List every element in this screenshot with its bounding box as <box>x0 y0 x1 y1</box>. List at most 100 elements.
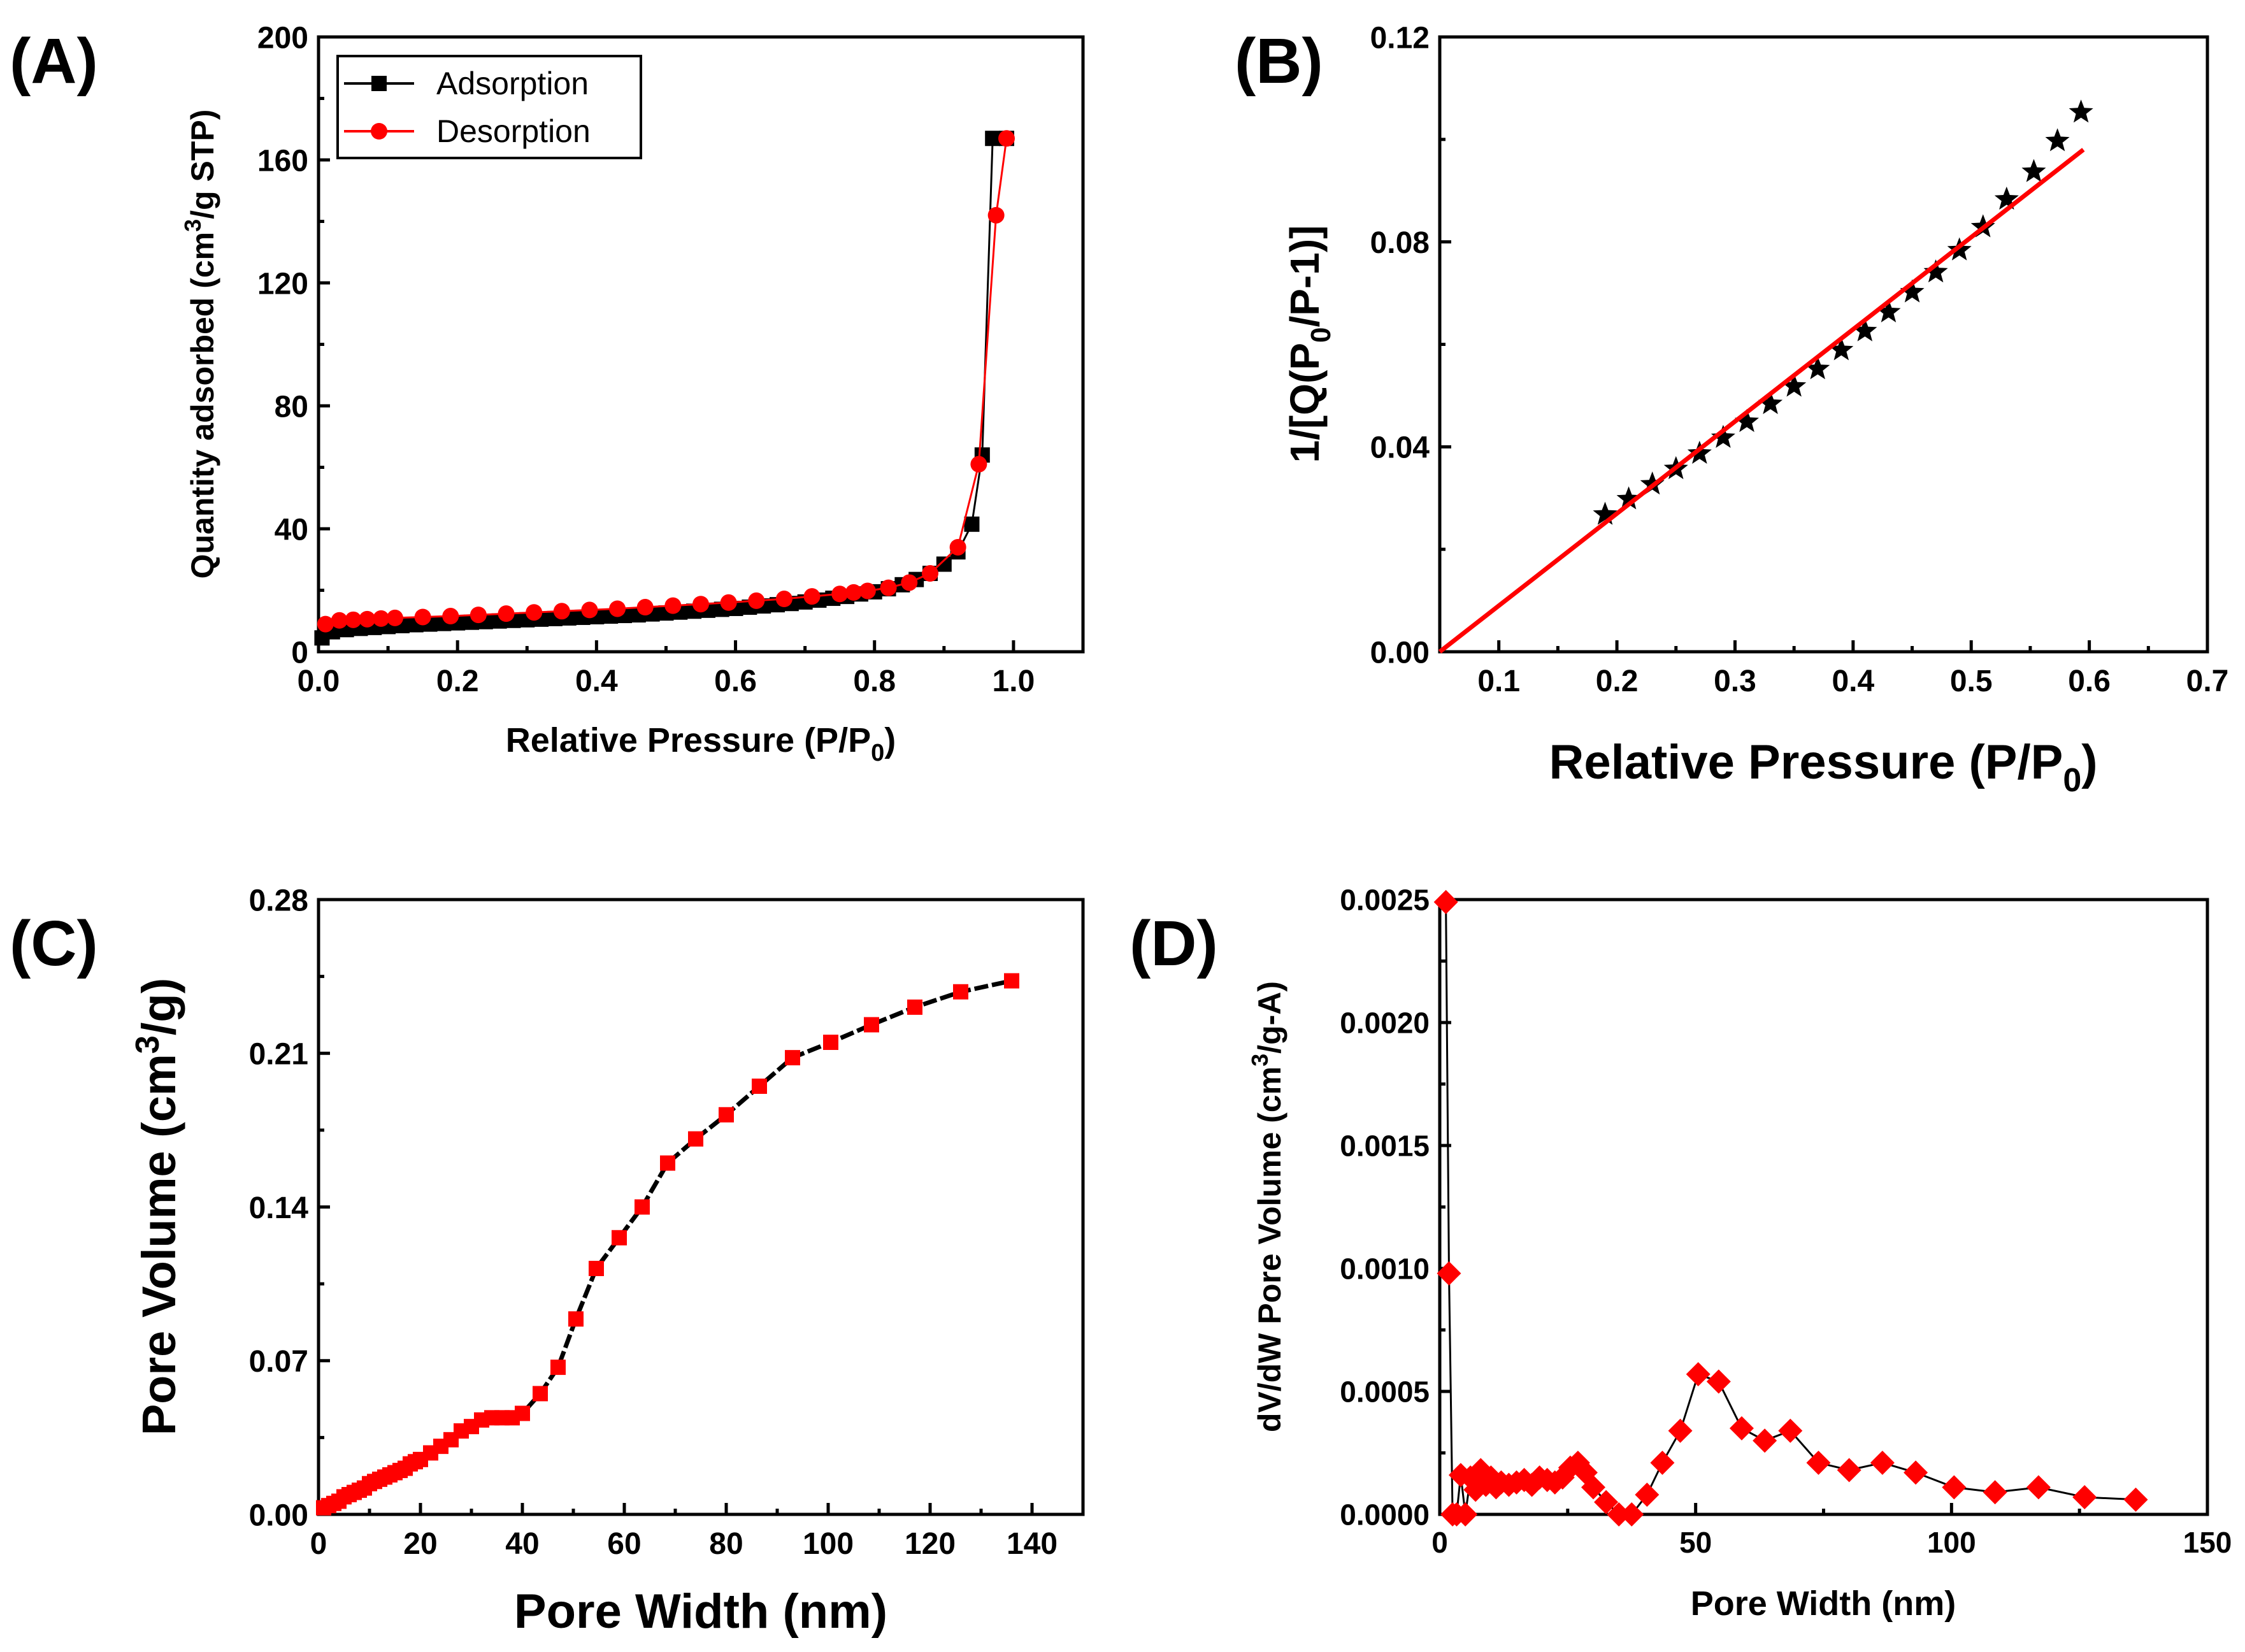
panel-b-series-0-point <box>1829 337 1854 361</box>
panel-b-series-0-point <box>1640 471 1665 495</box>
panel-c-series-0-point <box>719 1107 734 1123</box>
panel-b-series-0-point <box>1994 186 2019 210</box>
panel-b-x-tick-label: 0.2 <box>1596 664 1639 698</box>
panel-d-y-tick-label: 0.0025 <box>1340 884 1430 917</box>
panel-c-x-tick-label: 120 <box>905 1527 956 1561</box>
panel-d-plot-frame <box>1438 898 2209 1516</box>
panel-c-series-0-point <box>1004 973 1019 989</box>
panel-d-series-0-point <box>2123 1487 2148 1512</box>
panel-b-series-0-point <box>1876 299 1901 322</box>
panel-d-series-0-point <box>1870 1450 1895 1475</box>
legend-adsorption-marker <box>371 76 387 91</box>
panel-b-series-0-point <box>2021 159 2046 182</box>
panel-d-series-0-point <box>1806 1450 1831 1475</box>
panel-b-x-tick-label: 0.3 <box>1714 664 1756 698</box>
panel-c-series-0-point <box>907 999 922 1015</box>
panel-b-x-tick-label: 0.4 <box>1832 664 1874 698</box>
panel-a-series-1-point <box>387 609 403 626</box>
panel-c-x-tick-label: 60 <box>607 1527 641 1561</box>
panel-a-series-1-point <box>414 608 431 626</box>
panel-a-x-tick-label: 0.4 <box>575 664 618 698</box>
panel-d-series-0-point <box>2026 1475 2051 1500</box>
panel-c-x-axis-label: Pore Width (nm) <box>514 1584 887 1639</box>
panel-d-x-tick-label: 0 <box>1431 1526 1448 1559</box>
panel-a-series-0-point <box>964 516 980 532</box>
panel-a-series-1-point <box>748 592 765 609</box>
panel-d-series-0-point <box>1686 1361 1711 1386</box>
panel-c-x-tick-label: 20 <box>403 1527 437 1561</box>
panel-a-series-1-point <box>998 130 1015 147</box>
panel-d-x-tick-label: 100 <box>1927 1526 1976 1559</box>
panel-a-letter: (A) <box>10 25 98 97</box>
panel-a-series-1-point <box>859 582 876 600</box>
panel-c-series-0-point <box>550 1360 566 1375</box>
panel-b-x-axis-label: Relative Pressure (P/P0) <box>1549 735 2097 799</box>
panel-d-series-0-point <box>1437 1261 1461 1286</box>
panel-c-series-0-line <box>322 979 1012 1510</box>
panel-a-series-1-point <box>845 584 862 601</box>
panel-b-x-tick-label: 0.7 <box>2186 664 2229 698</box>
panel-b-letter: (B) <box>1235 25 1323 97</box>
panel-a-series-1-point <box>442 608 459 625</box>
panel-a-series-1-point <box>526 604 543 621</box>
panel-d-series-0-point <box>1753 1428 1777 1453</box>
panel-c-x-tick-label: 80 <box>709 1527 743 1561</box>
panel-d-letter: (D) <box>1130 908 1218 979</box>
panel-c-y-tick-label: 0.07 <box>249 1345 308 1379</box>
panel-b-series-0-point <box>1853 318 1877 341</box>
panel-a-x-tick-label: 0.2 <box>436 664 479 698</box>
panel-c-x-tick-label: 140 <box>1007 1527 1058 1561</box>
panel-a-series-1-point <box>803 588 821 605</box>
panel-a-y-axis-label: Quantity adsorbed (cm3/g STP) <box>180 110 220 579</box>
panel-a-legend: Adsorption Desorption <box>336 55 642 159</box>
panel-d-series-0-point <box>1904 1460 1928 1485</box>
panel-d-series-0-point <box>1778 1418 1803 1443</box>
panel-c-x-tick-label: 0 <box>310 1527 327 1561</box>
panel-b-y-tick-label: 0.08 <box>1370 226 1430 260</box>
panel-a-series-1-point <box>345 611 362 628</box>
panel-a-series-1-point <box>901 574 918 591</box>
panel-c-series-0-point <box>752 1078 767 1094</box>
panel-d-series-0-point <box>1706 1369 1731 1394</box>
panel-a-x-tick-label: 1.0 <box>993 664 1035 698</box>
panel-c-y-tick-label: 0.21 <box>249 1038 308 1072</box>
panel-c-series-0-point <box>533 1386 548 1402</box>
panel-d-series-0-point <box>1433 889 1458 914</box>
panel-b-series-0-point <box>1900 279 1925 303</box>
panel-c-letter: (C) <box>10 908 98 979</box>
panel-b-y-axis-label: 1/[Q(P0/P-1)] <box>1282 226 1337 463</box>
panel-a-x-tick-label: 0.8 <box>853 664 896 698</box>
panel-b-series-0-point <box>1687 440 1712 464</box>
panel-c-series-0-point <box>515 1405 530 1421</box>
panel-d-series-0-point <box>2072 1484 2097 1509</box>
panel-b-x-tick-label: 0.6 <box>2068 664 2111 698</box>
panel-c-x-tick-label: 40 <box>505 1527 539 1561</box>
panel-d-x-tick-label: 50 <box>1679 1526 1712 1559</box>
panel-b-x-tick-label: 0.1 <box>1477 664 1520 698</box>
panel-c-series-0-point <box>688 1131 703 1147</box>
panel-b-y-tick-label: 0.00 <box>1370 636 1430 670</box>
panel-d-series-0-point <box>1942 1475 1967 1500</box>
panel-b-series-0-point <box>1758 391 1783 414</box>
panel-d-series-0-point <box>1453 1502 1478 1526</box>
panel-b-series-0-point <box>1593 501 1617 525</box>
panel-d-x-axis-label: Pore Width (nm) <box>1691 1584 1956 1623</box>
panel-d-series-0-point <box>1581 1475 1605 1500</box>
panel-b: (B) 0.1 0.2 0.3 0.4 0.5 0.6 0.7 0.00 0.04 0.08 0.1… <box>1235 21 2228 799</box>
panel-c-series-0-point <box>953 984 968 1000</box>
panel-d-y-tick-label: 0.0000 <box>1340 1498 1430 1532</box>
panel-a-y-tick-label: 120 <box>257 267 308 301</box>
panel-d-y-tick-label: 0.0005 <box>1340 1375 1430 1409</box>
panel-a-series-1-point <box>317 615 334 633</box>
panel-a-series-1-point <box>581 601 598 619</box>
panel-c-y-tick-label: 0.28 <box>249 884 308 917</box>
panel-a-series-0-point <box>985 131 1001 147</box>
panel-d-series-0-point <box>1594 1490 1619 1514</box>
panel-c-series-0-point <box>589 1261 604 1276</box>
legend-desorption-label: Desorption <box>436 113 591 149</box>
panel-d-series-0-point <box>1668 1418 1693 1443</box>
panel-a-legend-box <box>336 55 642 159</box>
panel-b-fit-line <box>1438 148 2085 654</box>
panel-c-series-0-point <box>660 1155 675 1171</box>
